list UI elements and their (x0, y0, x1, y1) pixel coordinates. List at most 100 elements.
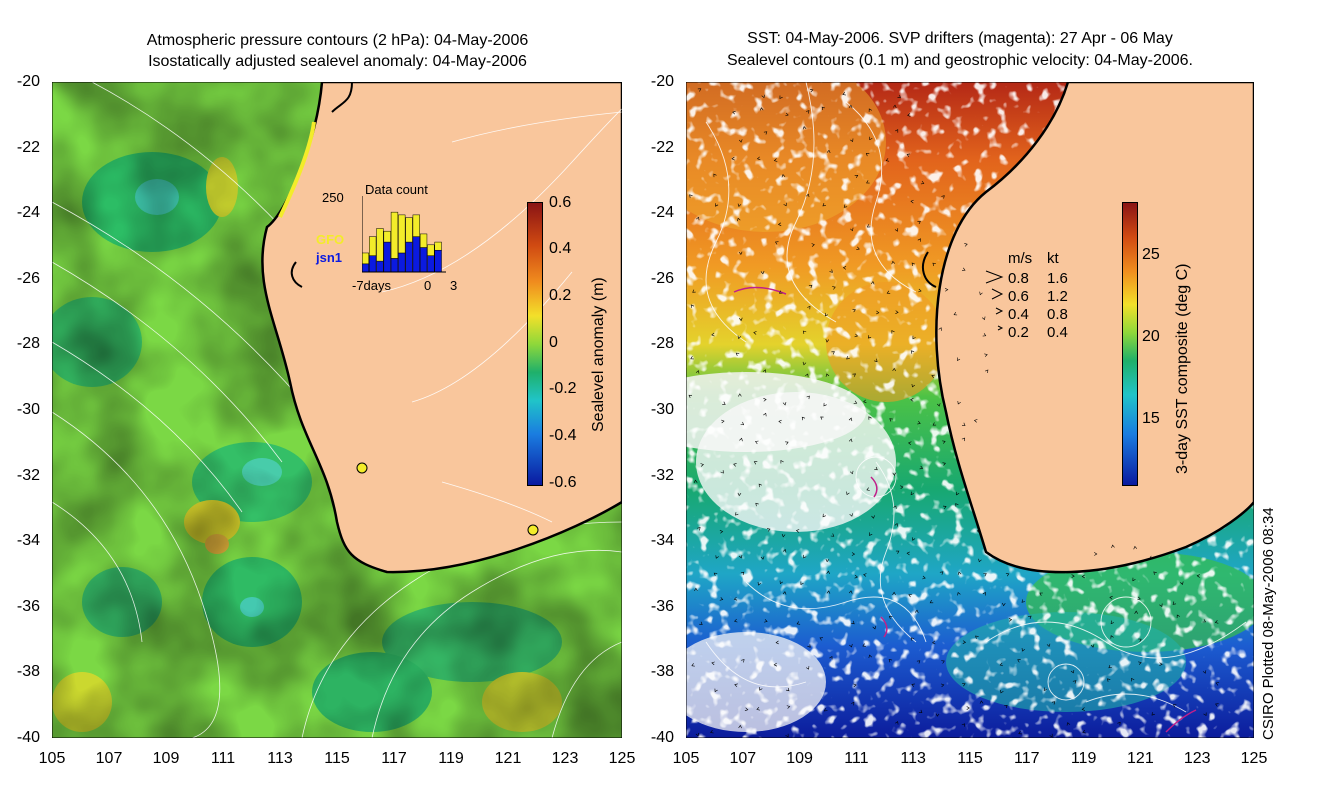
velocity-vector (910, 398, 914, 402)
velocity-vector (832, 286, 836, 290)
jsn1-bar (398, 252, 406, 273)
velocity-vector (1017, 659, 1021, 663)
inset-title: Data count (365, 182, 428, 197)
right-lon-tick: 121 (1127, 750, 1154, 767)
velocity-vector (809, 88, 814, 93)
velocity-vector (872, 625, 876, 630)
velocity-vector (695, 370, 700, 374)
velocity-vector (782, 591, 787, 595)
velocity-vector (932, 262, 936, 267)
velocity-vector (801, 416, 806, 421)
jsn1-bar (419, 247, 428, 273)
velocity-vector (1203, 712, 1207, 717)
velocity-vector (759, 107, 764, 111)
velocity-vector (1138, 638, 1142, 642)
velocity-vector (806, 666, 810, 670)
velocity-vector (692, 289, 696, 293)
velocity-vector (983, 573, 987, 577)
velocity-vector (741, 659, 745, 663)
velocity-vector (957, 400, 961, 405)
velocity-vector (830, 533, 835, 537)
velocity-vector (754, 440, 759, 445)
velocity-vector (802, 361, 807, 366)
velocity-vector (957, 591, 961, 596)
velocity-vector (811, 243, 815, 247)
velocity-vector (961, 267, 966, 271)
velocity-vector (713, 572, 718, 577)
velocity-vector (938, 327, 942, 331)
velocity-vector (957, 357, 961, 361)
sst-colorbar-label: 3-day SST composite (deg C) (1174, 263, 1191, 474)
velocity-vector (908, 594, 912, 598)
left-lat-tick: -28 (16, 335, 40, 353)
velocity-vector (886, 290, 891, 294)
velocity-vector (871, 515, 875, 519)
velocity-vector (851, 701, 855, 706)
gfo-bar (362, 252, 370, 265)
velocity-vector (829, 269, 833, 273)
velocity-vector (758, 483, 762, 488)
velocity-vector (826, 590, 831, 594)
velocity-vector (779, 580, 783, 585)
velocity-vector (690, 356, 694, 360)
velocity-vector (803, 554, 807, 559)
velocity-vector (978, 558, 982, 563)
jsn1-bar (362, 263, 370, 273)
velocity-vector (846, 356, 850, 360)
velocity-vector (866, 224, 871, 228)
velocity-vector (863, 573, 867, 577)
velocity-vector (755, 502, 759, 507)
jsn1-bar (434, 249, 442, 273)
velocity-vector (785, 687, 790, 692)
velocity-vector (735, 352, 740, 357)
left-title-line1: Atmospheric pressure contours (2 hPa): 0… (146, 32, 529, 49)
velocity-vector (781, 533, 786, 538)
velocity-vector (1137, 596, 1141, 601)
velocity-vector (922, 575, 926, 580)
velocity-vector (944, 287, 949, 292)
velocity-vector (693, 479, 698, 484)
velocity-vector (976, 529, 981, 534)
velocity-vector (848, 590, 853, 594)
velocity-vector (1066, 722, 1071, 726)
sst-colorbar (1122, 202, 1138, 486)
velocity-vector (1215, 703, 1219, 707)
inset-ymax-label: 250 (322, 190, 344, 205)
left-lat-tick: -22 (16, 138, 40, 156)
velocity-vector (780, 459, 784, 464)
velocity-vector (843, 204, 848, 208)
velocity-vector (979, 291, 983, 296)
velocity-vector (831, 351, 835, 355)
velocity-vector (941, 195, 945, 199)
velocity-vector (911, 262, 916, 267)
inset-xlabel-zero: 0 (424, 278, 432, 293)
velocity-ms-value: 0.6 (1008, 288, 1029, 305)
velocity-vector (1214, 620, 1219, 624)
velocity-vector (807, 305, 811, 310)
velocity-vector (889, 418, 893, 422)
velocity-legend: m/s kt 0.8 1.6 0.6 1.2 0.4 0.8 0.2 0.4 (984, 250, 1104, 350)
velocity-vector (848, 417, 853, 422)
velocity-vector (874, 358, 878, 363)
velocity-vector (849, 643, 853, 648)
right-lat-tick: -24 (650, 204, 674, 222)
velocity-vector (1005, 573, 1010, 577)
velocity-vector (1131, 677, 1135, 682)
velocity-vector (1151, 712, 1155, 716)
velocity-vector (851, 620, 855, 625)
velocity-vector (1039, 592, 1043, 596)
jsn1-bar (390, 258, 399, 273)
sst-map (686, 82, 1254, 738)
velocity-vector (929, 599, 934, 604)
velocity-vector (688, 394, 693, 399)
velocity-vector (800, 581, 804, 586)
right-lon-tick: 125 (1240, 750, 1268, 767)
velocity-arrow-icons (985, 270, 1004, 331)
velocity-vector (869, 532, 873, 536)
sst-tick: 25 (1142, 246, 1160, 263)
velocity-vector (782, 402, 787, 406)
velocity-vector (918, 288, 922, 293)
velocity-vector (753, 331, 757, 335)
velocity-vector (1108, 664, 1112, 669)
velocity-vector (854, 333, 859, 338)
